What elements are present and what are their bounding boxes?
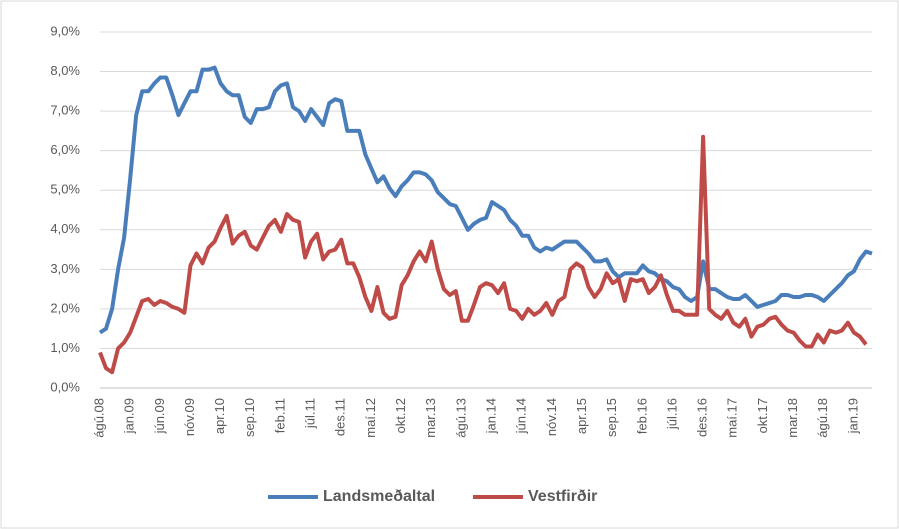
x-tick-label: sep.15	[604, 398, 619, 437]
x-tick-label: ágú.13	[453, 398, 468, 438]
y-tick-label: 2,0%	[50, 300, 80, 315]
x-tick-label: feb.11	[272, 398, 287, 433]
x-tick-label: jún.14	[514, 398, 529, 434]
y-tick-label: 7,0%	[50, 103, 80, 118]
legend-label: Landsmeðaltal	[323, 488, 435, 505]
x-tick-label: feb.16	[634, 398, 649, 434]
x-tick-label: jan.09	[122, 398, 137, 434]
y-tick-label: 4,0%	[50, 221, 80, 236]
x-tick-label: nóv.09	[182, 398, 197, 436]
y-tick-label: 8,0%	[50, 63, 80, 78]
y-tick-label: 5,0%	[50, 182, 80, 197]
x-tick-label: jún.09	[152, 398, 167, 434]
x-tick-label: mar.18	[785, 398, 800, 438]
y-tick-label: 1,0%	[50, 340, 80, 355]
y-tick-label: 3,0%	[50, 261, 80, 276]
x-tick-label: sep.10	[242, 398, 257, 437]
x-tick-label: maí.12	[363, 398, 378, 438]
x-tick-label: des.11	[333, 398, 348, 436]
x-tick-label: jan.14	[483, 398, 498, 434]
x-tick-label: okt.12	[393, 398, 408, 433]
x-tick-label: apr.15	[574, 398, 589, 434]
x-tick-label: ágú.08	[91, 398, 106, 438]
y-tick-label: 9,0%	[50, 23, 80, 38]
x-tick-label: nóv.14	[544, 398, 559, 436]
x-tick-label: apr.10	[212, 398, 227, 434]
y-tick-label: 6,0%	[50, 142, 80, 157]
x-tick-label: ágú.18	[815, 398, 830, 438]
x-tick-label: júl.11	[303, 398, 318, 429]
x-tick-label: mar.13	[423, 398, 438, 438]
x-tick-label: jan.19	[845, 398, 860, 434]
x-tick-label: des.16	[695, 398, 710, 437]
line-series	[98, 65, 873, 335]
x-tick-label: okt.17	[755, 398, 770, 433]
line-series	[98, 134, 868, 375]
x-tick-label: maí.17	[725, 398, 740, 438]
y-tick-label: 0,0%	[50, 379, 80, 394]
legend-label: Vestfirðir	[528, 488, 597, 505]
x-tick-label: júl.16	[664, 398, 679, 430]
